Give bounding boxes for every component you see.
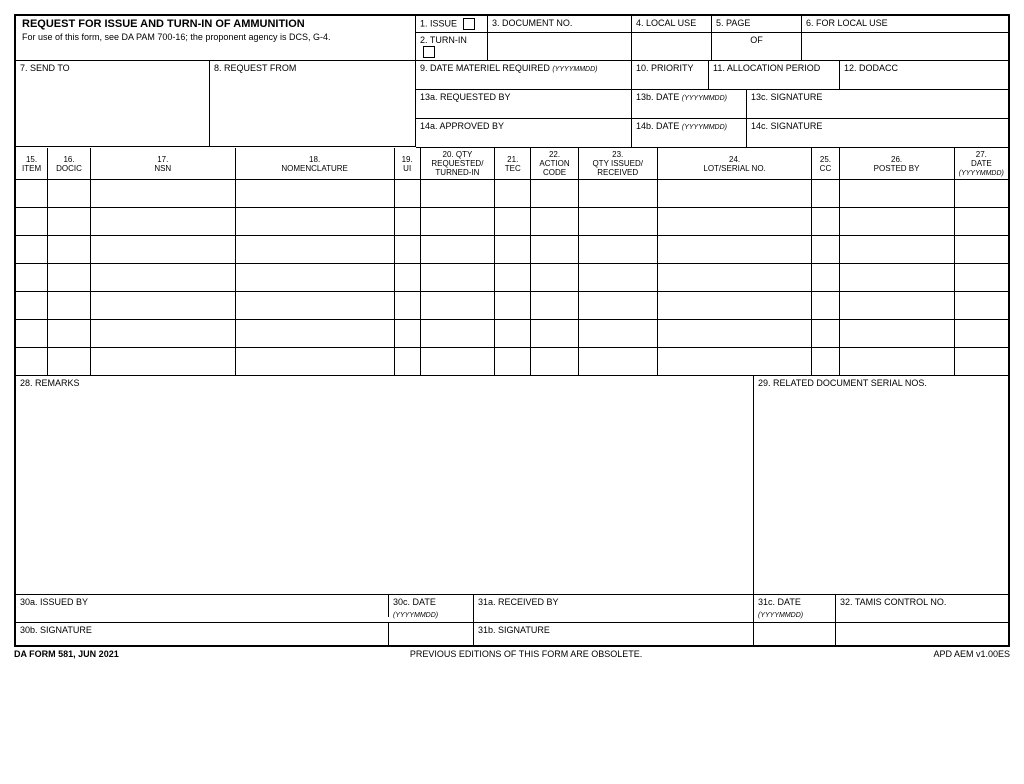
- remarks-row: 28. REMARKS 29. RELATED DOCUMENT SERIAL …: [16, 376, 1008, 595]
- box-12-dodacc[interactable]: 12. DODACC: [840, 61, 1008, 89]
- col-16-docic: 16.DOCIC: [48, 148, 91, 180]
- turnin-checkbox[interactable]: [423, 46, 435, 58]
- box-13a-requested-by[interactable]: 13a. REQUESTED BY: [416, 90, 632, 118]
- box-14c-signature[interactable]: 14c. SIGNATURE: [747, 119, 1008, 147]
- box-13b-date[interactable]: 13b. DATE (YYYYMMDD): [632, 90, 747, 118]
- box-7-send-to[interactable]: 7. SEND TO: [16, 61, 210, 147]
- box-13c-signature[interactable]: 13c. SIGNATURE: [747, 90, 1008, 118]
- box-3-document-no[interactable]: 3. DOCUMENT NO.: [488, 16, 632, 32]
- box-30c-date[interactable]: 30c. DATE(YYYYMMDD): [389, 595, 474, 622]
- table-row[interactable]: [16, 292, 1008, 320]
- form-title: REQUEST FOR ISSUE AND TURN-IN OF AMMUNIT…: [22, 18, 409, 32]
- col-22-action: 22.ACTIONCODE: [531, 148, 578, 180]
- box-9-date-materiel[interactable]: 9. DATE MATERIEL REQUIRED (YYYYMMDD): [416, 61, 632, 89]
- table-row[interactable]: [16, 180, 1008, 208]
- table-row[interactable]: [16, 264, 1008, 292]
- sig-row-2: 30b. SIGNATURE 31b. SIGNATURE: [16, 623, 1008, 645]
- box-1-label: 1. ISSUE: [420, 18, 457, 28]
- footer-center: PREVIOUS EDITIONS OF THIS FORM ARE OBSOL…: [410, 649, 642, 659]
- form-subtitle: For use of this form, see DA PAM 700-16;…: [22, 32, 409, 43]
- table-row[interactable]: [16, 348, 1008, 376]
- box-30a-issued-by[interactable]: 30a. ISSUED BY: [16, 595, 389, 617]
- items-table: 15.ITEM 16.DOCIC 17.NSN 18.NOMENCLATURE …: [16, 148, 1008, 376]
- box-2-label: 2. TURN-IN: [420, 35, 467, 45]
- footer: DA FORM 581, JUN 2021 PREVIOUS EDITIONS …: [14, 647, 1010, 659]
- box-14b-date[interactable]: 14b. DATE (YYYYMMDD): [632, 119, 747, 147]
- col-24-lot: 24.LOT/SERIAL NO.: [657, 148, 812, 180]
- col-27-date: 27.DATE(YYYYMMDD): [954, 148, 1008, 180]
- box-28-remarks[interactable]: 28. REMARKS: [16, 376, 754, 594]
- box-8-request-from[interactable]: 8. REQUEST FROM: [210, 61, 416, 147]
- box-32-tamis[interactable]: 32. TAMIS CONTROL NO.: [836, 595, 1008, 622]
- box-1-issue: 1. ISSUE: [416, 16, 488, 32]
- title-block: REQUEST FOR ISSUE AND TURN-IN OF AMMUNIT…: [16, 16, 416, 61]
- form-container: REQUEST FOR ISSUE AND TURN-IN OF AMMUNIT…: [14, 14, 1010, 647]
- col-20-qty: 20. QTYREQUESTED/TURNED-IN: [420, 148, 495, 180]
- box-31c-date[interactable]: 31c. DATE(YYYYMMDD): [754, 595, 836, 622]
- box-29-related[interactable]: 29. RELATED DOCUMENT SERIAL NOS.: [754, 376, 1008, 594]
- box-10-priority[interactable]: 10. PRIORITY: [632, 61, 709, 89]
- column-header-row: 15.ITEM 16.DOCIC 17.NSN 18.NOMENCLATURE …: [16, 148, 1008, 180]
- col-19-ui: 19.UI: [394, 148, 420, 180]
- box-4-local-use[interactable]: 4. LOCAL USE: [632, 16, 712, 32]
- col-17-nsn: 17.NSN: [91, 148, 236, 180]
- box-5-of: OF: [712, 33, 802, 60]
- col-26-posted: 26.POSTED BY: [839, 148, 954, 180]
- footer-right: APD AEM v1.00ES: [933, 649, 1010, 659]
- footer-left: DA FORM 581, JUN 2021: [14, 649, 119, 659]
- box-11-allocation[interactable]: 11. ALLOCATION PERIOD: [709, 61, 840, 89]
- table-row[interactable]: [16, 208, 1008, 236]
- col-21-tec: 21.TEC: [495, 148, 531, 180]
- col-15-item: 15.ITEM: [16, 148, 48, 180]
- box-30b-signature[interactable]: 30b. SIGNATURE: [16, 623, 389, 645]
- issue-checkbox[interactable]: [463, 18, 475, 30]
- box-31a-received-by[interactable]: 31a. RECEIVED BY: [474, 595, 754, 622]
- box-31b-signature[interactable]: 31b. SIGNATURE: [474, 623, 754, 645]
- box-14a-approved-by[interactable]: 14a. APPROVED BY: [416, 119, 632, 147]
- header-row-1: REQUEST FOR ISSUE AND TURN-IN OF AMMUNIT…: [16, 16, 1008, 61]
- col-18-nomenclature: 18.NOMENCLATURE: [235, 148, 394, 180]
- col-23-qty-issued: 23.QTY ISSUED/RECEIVED: [578, 148, 657, 180]
- box-2-turnin: 2. TURN-IN: [416, 33, 488, 60]
- col-25-cc: 25.CC: [812, 148, 839, 180]
- box-6-for-local-use[interactable]: 6. FOR LOCAL USE: [802, 16, 1008, 32]
- table-row[interactable]: [16, 320, 1008, 348]
- header-row-2: 7. SEND TO 8. REQUEST FROM 9. DATE MATER…: [16, 61, 1008, 148]
- table-row[interactable]: [16, 236, 1008, 264]
- box-5-page[interactable]: 5. PAGE: [712, 16, 802, 32]
- sig-row-1: 30a. ISSUED BY 30c. DATE(YYYYMMDD) 31a. …: [16, 595, 1008, 623]
